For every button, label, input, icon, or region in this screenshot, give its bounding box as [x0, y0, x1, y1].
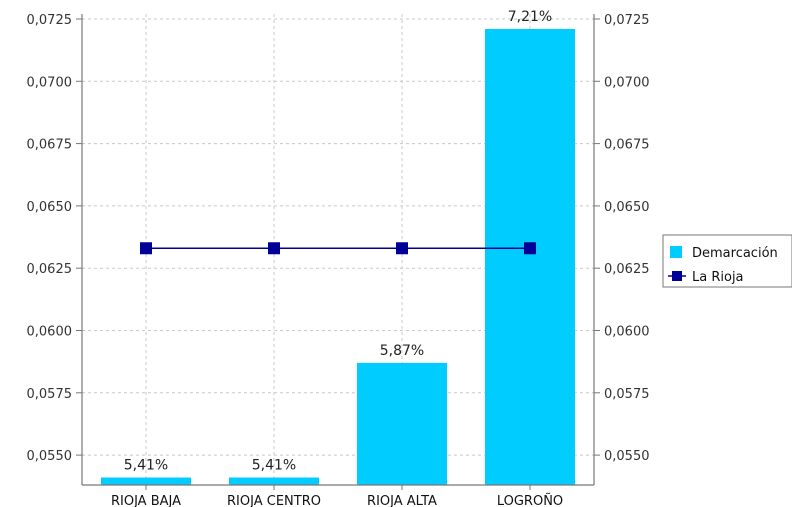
y-tick-label-left: 0,0600 [27, 324, 73, 339]
line-marker [396, 242, 408, 255]
y-tick-label-left: 0,0725 [27, 13, 73, 28]
legend-swatch-bar [670, 246, 682, 258]
bar [101, 477, 191, 485]
bar-data-label: 5,41% [124, 458, 168, 474]
y-tick-label-right: 0,0700 [604, 75, 650, 90]
legend-box [662, 234, 792, 288]
y-tick-label-left: 0,0575 [27, 387, 73, 402]
axes [76, 14, 600, 490]
legend-label-line: La Rioja [692, 270, 744, 285]
y-tick-label-right: 0,0650 [604, 200, 650, 215]
bars [101, 28, 575, 485]
left-axis-ticks: 0,0550 0,0575 0,0600 0,0625 0,0650 0,0675 0,07… [27, 13, 73, 464]
bar-data-label: 5,41% [252, 458, 296, 474]
line-series [140, 242, 536, 255]
right-axis-ticks: 0,0550 0,0575 0,0600 0,0625 0,0650 0,0675 0,07… [604, 13, 650, 464]
legend: Demarcación La Rioja [662, 234, 792, 288]
x-tick-label: RIOJA CENTRO [227, 494, 321, 507]
legend-label-bar: Demarcación [692, 246, 778, 261]
line-marker [268, 242, 280, 255]
line-marker [524, 242, 536, 255]
x-tick-label: RIOJA BAJA [111, 494, 181, 507]
bar [229, 477, 319, 485]
category-labels: RIOJA BAJA RIOJA CENTRO RIOJA ALTA LOGROÑO [111, 493, 563, 507]
y-tick-label-right: 0,0725 [604, 13, 650, 28]
y-tick-label-left: 0,0700 [27, 75, 73, 90]
bar [485, 28, 575, 485]
bar [357, 362, 447, 485]
legend-marker [672, 271, 682, 281]
x-tick-label: RIOJA ALTA [367, 494, 437, 507]
bar-data-label: 5,87% [380, 343, 424, 359]
y-tick-label-right: 0,0550 [604, 449, 650, 464]
y-tick-label-left: 0,0550 [27, 449, 73, 464]
y-tick-label-right: 0,0675 [604, 138, 650, 153]
bar-data-label: 7,21% [508, 9, 552, 25]
line-marker [140, 242, 152, 255]
y-tick-label-left: 0,0675 [27, 138, 73, 153]
data-labels: 5,41% 5,41% 5,87% 7,21% [124, 9, 552, 474]
y-tick-label-left: 0,0650 [27, 200, 73, 215]
y-tick-label-left: 0,0625 [27, 262, 73, 277]
y-tick-label-right: 0,0575 [604, 387, 650, 402]
x-tick-label: LOGROÑO [497, 493, 563, 507]
y-tick-label-right: 0,0600 [604, 324, 650, 339]
y-tick-label-right: 0,0625 [604, 262, 650, 277]
